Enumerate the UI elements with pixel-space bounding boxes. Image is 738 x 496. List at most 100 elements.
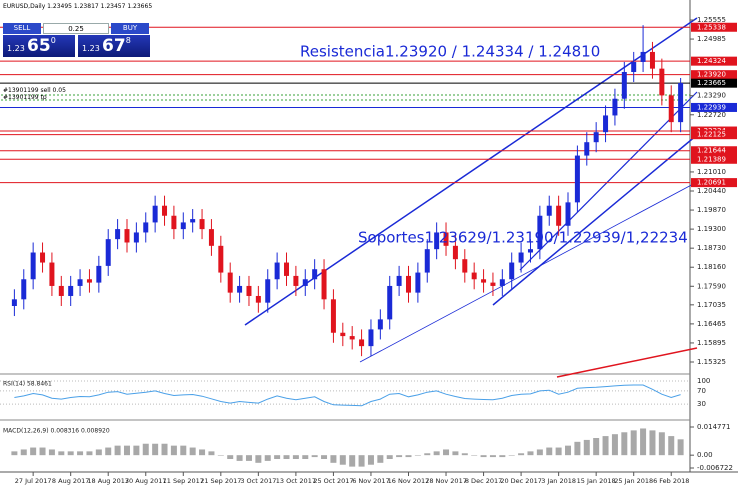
histogram-bar — [396, 455, 403, 458]
candle-body — [218, 245, 224, 273]
histogram-bar — [236, 455, 243, 461]
level-label-box — [691, 22, 737, 32]
candle-body — [659, 68, 665, 96]
histogram-bar — [649, 430, 656, 456]
candle-body — [246, 285, 252, 296]
histogram-bar — [536, 449, 543, 456]
histogram-bar — [133, 445, 140, 456]
annotation: Soportes1.23629/1.23190/1.22939/1,22234 — [358, 229, 688, 247]
level-label: 1.25338 — [697, 23, 726, 31]
y-tick-label: 0.00 — [697, 451, 713, 459]
y-tick-label: 70 — [697, 387, 706, 395]
histogram-bar — [170, 445, 177, 456]
histogram-bar — [349, 455, 356, 467]
y-tick-label: 1.15325 — [697, 358, 726, 366]
histogram-bar — [583, 439, 590, 456]
candle-body — [631, 61, 637, 72]
candle-body — [434, 232, 440, 250]
histogram-bar — [105, 447, 112, 456]
histogram-bar — [292, 455, 299, 459]
price-big: 1.23 — [82, 44, 100, 53]
y-tick-label: 1.17590 — [697, 282, 726, 290]
candle-body — [208, 229, 214, 246]
histogram-bar — [602, 436, 609, 456]
histogram-bar — [433, 451, 440, 456]
x-tick-label: 25 Oct 2017 — [313, 477, 353, 485]
sell-button[interactable]: SELL — [3, 23, 41, 34]
candle-body — [58, 285, 64, 296]
candle-body — [490, 282, 496, 286]
candle-body — [349, 336, 355, 340]
level-label: 1.21389 — [697, 155, 726, 163]
candle-body — [115, 229, 121, 240]
candle-body — [133, 232, 139, 243]
level-label: 1.23665 — [697, 79, 726, 87]
histogram-bar — [20, 449, 27, 456]
level-label: 1.22125 — [697, 131, 726, 139]
price-fraction: 8 — [125, 36, 131, 45]
candle-body — [612, 98, 618, 116]
histogram-bar — [58, 451, 65, 456]
histogram-bar — [358, 455, 365, 467]
level-label-box — [691, 102, 737, 112]
histogram-bar — [611, 434, 618, 456]
level-label: 1.24324 — [697, 57, 726, 65]
buy-price[interactable]: 1.23 678 — [78, 35, 150, 57]
histogram-bar — [227, 455, 234, 459]
level-label-box — [691, 56, 737, 66]
level-label: 1.21644 — [697, 147, 726, 155]
level-label: 1.20691 — [697, 179, 726, 187]
level-label-box — [691, 154, 737, 164]
histogram-bar — [48, 449, 55, 456]
x-tick-label: 20 Dec 2017 — [500, 477, 542, 485]
buy-button[interactable]: BUY — [111, 23, 149, 34]
histogram-bar — [255, 455, 262, 463]
candle-body — [68, 285, 74, 296]
indicator-title: MACD(12,26,9) 0.008316 0.008920 — [3, 428, 110, 435]
level-label-box — [691, 130, 737, 140]
candle-body — [584, 142, 590, 156]
y-tick-label: 0.014771 — [697, 423, 730, 431]
y-tick-label: 1.18730 — [697, 244, 726, 252]
x-tick-label: 21 Sep 2017 — [200, 477, 241, 485]
sell-price[interactable]: 1.23 650 — [3, 35, 75, 57]
histogram-bar — [39, 447, 46, 456]
x-tick-label: 18 Aug 2017 — [87, 477, 129, 485]
histogram-bar — [593, 438, 600, 456]
candle-body — [368, 329, 374, 347]
candle-body — [162, 205, 168, 216]
candle-body — [415, 272, 421, 293]
candle-body — [49, 262, 55, 286]
histogram-bar — [95, 449, 102, 456]
histogram-bar — [499, 455, 506, 458]
histogram-bar — [518, 453, 525, 456]
histogram-bar — [11, 451, 18, 456]
histogram-bar — [208, 451, 215, 456]
price-fraction: 0 — [50, 36, 56, 45]
histogram-bar — [274, 455, 281, 459]
x-tick-label: 30 Aug 2017 — [125, 477, 167, 485]
histogram-bar — [414, 455, 421, 456]
candle-body — [340, 332, 346, 337]
candle-body — [302, 279, 308, 286]
x-tick-label: 8 Aug 2017 — [52, 477, 90, 485]
histogram-bar — [677, 439, 684, 456]
candle-body — [565, 202, 571, 226]
candle-body — [462, 259, 468, 273]
candle-body — [603, 115, 609, 133]
candle-body — [330, 299, 336, 333]
histogram-bar — [367, 455, 374, 465]
x-tick-label: 11 Sep 2017 — [163, 477, 204, 485]
x-tick-label: 6 Nov 2017 — [352, 477, 390, 485]
candle-body — [546, 205, 552, 216]
lots-input[interactable]: 0.25 — [43, 23, 109, 34]
histogram-bar — [527, 451, 534, 456]
candle-body — [11, 299, 17, 307]
candle-body — [481, 279, 487, 283]
indicator-line — [14, 384, 681, 407]
candle-body — [518, 252, 524, 263]
histogram-bar — [574, 441, 581, 456]
histogram-bar — [443, 449, 450, 456]
